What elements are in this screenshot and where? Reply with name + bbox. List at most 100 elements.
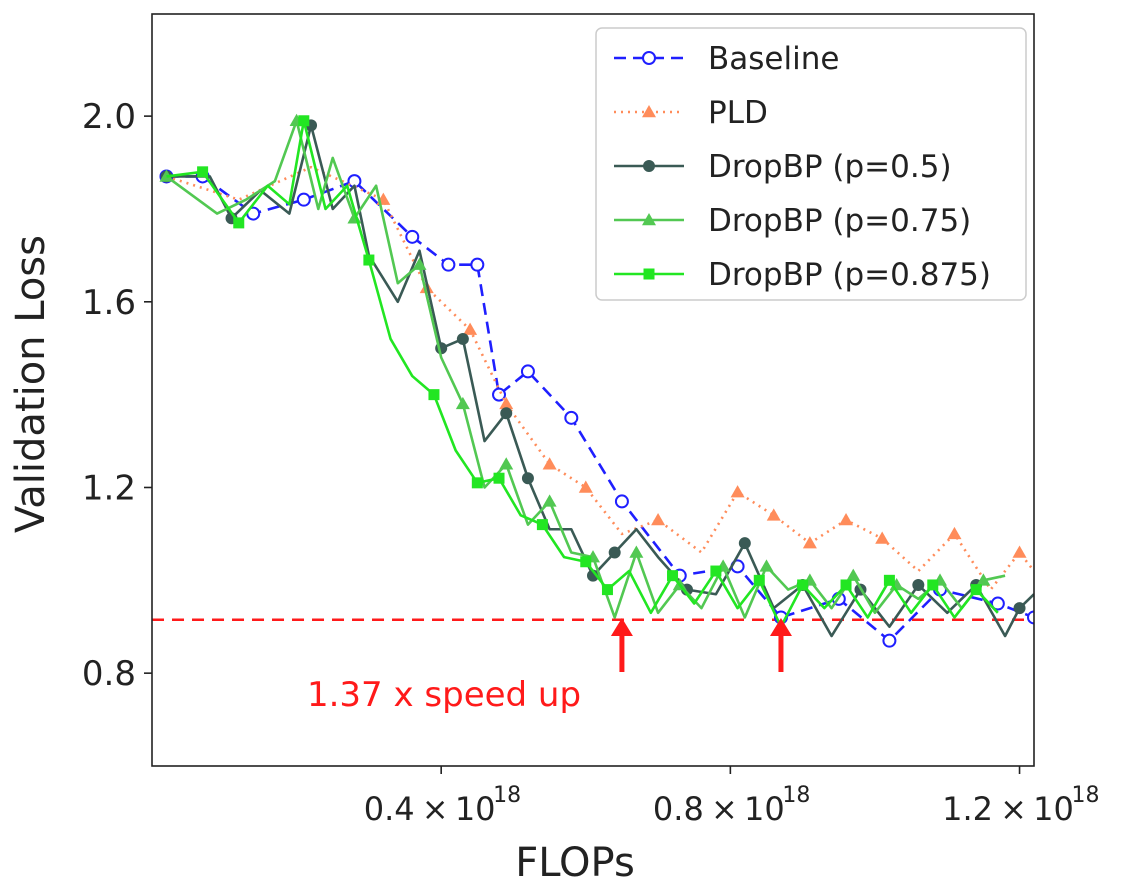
arrow-head (610, 618, 633, 636)
x-tick-exponent: 18 (1072, 783, 1100, 808)
data-point (296, 192, 311, 207)
data-point (580, 556, 592, 568)
data-point (298, 115, 310, 127)
data-point (710, 565, 722, 577)
x-tick-times: × (711, 790, 738, 828)
legend-label: DropBP (p=0.5) (708, 149, 952, 185)
data-point (578, 480, 593, 493)
data-point (363, 254, 375, 266)
data-point (499, 396, 514, 410)
legend-entry: DropBP (p=0.875) (614, 257, 991, 293)
series-line-0 (166, 175, 1034, 642)
data-point (927, 579, 939, 591)
data-point (197, 166, 209, 178)
data-point (405, 229, 420, 244)
x-tick-base: 10 (455, 790, 496, 828)
legend-marker (643, 160, 655, 172)
data-point (976, 573, 991, 586)
x-tick-mantissa: 1.2 (942, 790, 993, 828)
data-point (608, 546, 621, 559)
annotation-arrow (610, 618, 633, 672)
data-point (882, 633, 897, 648)
legend-label: DropBP (p=0.875) (708, 257, 991, 293)
data-point (730, 485, 745, 498)
legend-marker (643, 268, 655, 280)
y-tick-label: 1.6 (82, 283, 136, 323)
data-point (1027, 610, 1034, 625)
data-point (471, 477, 483, 489)
data-point (1012, 545, 1027, 558)
data-point (499, 457, 514, 470)
axes-frame (151, 13, 1035, 767)
annotation-arrow (769, 618, 792, 672)
series-line-4 (166, 119, 999, 629)
data-point (463, 322, 478, 335)
data-point (412, 257, 427, 270)
legend-entry: DropBP (p=0.5) (614, 149, 952, 185)
data-point (759, 559, 774, 572)
data-point (846, 568, 861, 581)
legend-label: Baseline (708, 41, 839, 77)
x-tick-mantissa: 0.8 (653, 790, 704, 828)
x-tick-base: 10 (744, 790, 785, 828)
data-point (912, 578, 925, 591)
legend-label: DropBP (p=0.75) (708, 203, 971, 239)
arrow-head (769, 618, 792, 636)
data-point (839, 512, 854, 526)
data-point (766, 508, 781, 521)
y-tick-label: 0.8 (82, 654, 136, 694)
legend: Baseline PLD DropBP (p=0.5) DropBP (p=0.75)… (595, 27, 1027, 301)
annotation-text: 1.37 x speed up (307, 675, 581, 715)
legend-label: PLD (708, 95, 768, 131)
data-point (542, 494, 557, 507)
data-point (428, 389, 440, 401)
series-1 (166, 165, 1034, 591)
series-4 (166, 115, 999, 629)
data-point (970, 584, 982, 596)
data-point (753, 574, 765, 586)
data-point (614, 494, 629, 509)
y-tick-label: 1.2 (82, 468, 136, 508)
x-axis-label: FLOPs (515, 840, 635, 886)
legend-marker (642, 213, 656, 226)
x-tick-times: × (422, 790, 449, 828)
x-tick-times: × (1000, 790, 1027, 828)
data-point (233, 217, 245, 229)
data-point (797, 579, 809, 591)
legend-entry: PLD (614, 95, 768, 131)
legend-entry: DropBP (p=0.75) (614, 203, 971, 239)
legend-marker (642, 51, 656, 65)
data-point (521, 472, 534, 485)
x-tick-base: 10 (1033, 790, 1074, 828)
x-tick-exponent: 18 (493, 783, 521, 808)
data-point (651, 512, 666, 526)
data-point (875, 531, 890, 544)
data-point (883, 574, 895, 586)
data-point (456, 332, 469, 345)
legend-frame (595, 27, 1027, 301)
plot-area (152, 113, 1034, 648)
x-tick-exponent: 18 (782, 783, 810, 808)
data-point (802, 536, 817, 549)
y-tick-label: 2.0 (82, 97, 136, 137)
data-point (629, 545, 644, 558)
data-point (667, 570, 679, 582)
data-point (947, 526, 962, 540)
annotation: 1.37 x speed up (307, 618, 792, 715)
data-point (492, 387, 507, 402)
data-point (493, 472, 505, 484)
data-point (470, 257, 485, 272)
data-point (441, 257, 456, 272)
legend-entry: Baseline (614, 41, 839, 77)
series-line-2 (166, 124, 1034, 638)
x-tick-mantissa: 0.4 (364, 790, 415, 828)
y-axis-label: Validation Loss (8, 235, 54, 533)
data-point (840, 579, 852, 591)
data-point (500, 407, 513, 420)
data-point (520, 364, 535, 379)
